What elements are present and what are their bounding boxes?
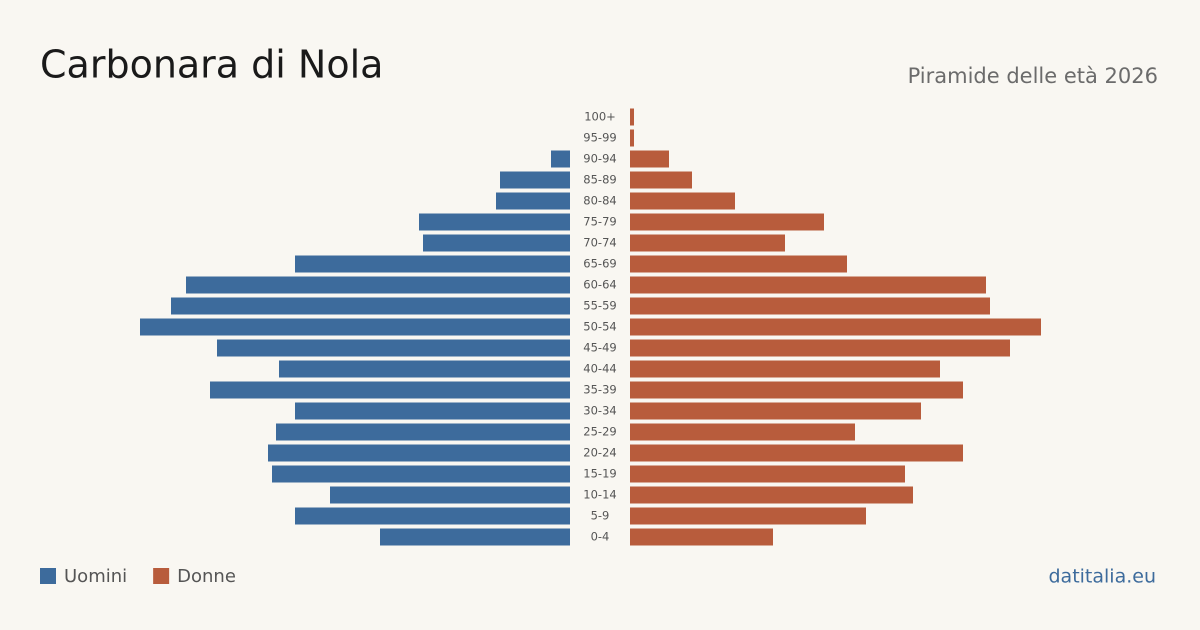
age-label: 90-94 xyxy=(583,152,616,166)
age-label: 95-99 xyxy=(583,131,616,145)
bar xyxy=(630,381,963,399)
chart-subtitle: Piramide delle età 2026 xyxy=(908,64,1158,88)
bar xyxy=(630,192,735,210)
age-label: 65-69 xyxy=(583,257,616,271)
bar xyxy=(171,297,570,315)
age-label: 40-44 xyxy=(583,362,616,376)
bar xyxy=(210,381,570,399)
legend-swatch xyxy=(40,568,56,584)
bar xyxy=(630,171,692,189)
bar xyxy=(295,255,570,273)
bar xyxy=(500,171,570,189)
bar xyxy=(630,444,963,462)
bar xyxy=(630,129,634,147)
bar xyxy=(630,402,921,420)
bar xyxy=(630,297,990,315)
bar xyxy=(217,339,570,357)
legend-swatch xyxy=(153,568,170,584)
age-label: 75-79 xyxy=(583,215,616,229)
bar xyxy=(186,276,570,294)
bar xyxy=(140,318,570,336)
bar xyxy=(272,465,570,483)
bar xyxy=(630,276,986,294)
bar xyxy=(630,465,905,483)
bar xyxy=(630,255,847,273)
bar xyxy=(295,507,570,525)
source: datitalia.eu xyxy=(1049,566,1157,588)
age-label: 15-19 xyxy=(583,467,616,481)
age-label: 35-39 xyxy=(583,383,616,397)
legend-label: Donne xyxy=(177,566,236,587)
age-label: 50-54 xyxy=(583,320,616,334)
age-label: 85-89 xyxy=(583,173,616,187)
bar xyxy=(419,213,570,231)
bar xyxy=(630,150,669,168)
chart-title: Carbonara di Nola xyxy=(40,43,383,87)
bar xyxy=(630,318,1041,336)
age-label: 30-34 xyxy=(583,404,616,418)
bar xyxy=(279,360,570,378)
bar xyxy=(630,234,785,252)
legend-label: Uomini xyxy=(64,566,127,587)
age-label: 25-29 xyxy=(583,425,616,439)
bar xyxy=(630,507,866,525)
age-label: 5-9 xyxy=(591,509,610,523)
age-label: 0-4 xyxy=(591,530,610,544)
bar xyxy=(630,213,824,231)
bar xyxy=(330,486,570,504)
bar xyxy=(630,108,634,126)
bar xyxy=(551,150,570,168)
bar xyxy=(276,423,570,441)
age-label: 55-59 xyxy=(583,299,616,313)
bar xyxy=(268,444,570,462)
age-label: 20-24 xyxy=(583,446,616,460)
age-label: 45-49 xyxy=(583,341,616,355)
bar xyxy=(423,234,570,252)
age-label: 10-14 xyxy=(583,488,616,502)
bar xyxy=(295,402,570,420)
age-label: 80-84 xyxy=(583,194,616,208)
age-label: 60-64 xyxy=(583,278,616,292)
bar xyxy=(380,528,570,546)
age-label: 100+ xyxy=(584,110,616,124)
bar xyxy=(630,423,855,441)
bar xyxy=(496,192,570,210)
age-label: 70-74 xyxy=(583,236,616,250)
bar xyxy=(630,486,913,504)
bar xyxy=(630,360,940,378)
bar xyxy=(630,528,773,546)
bar xyxy=(630,339,1010,357)
